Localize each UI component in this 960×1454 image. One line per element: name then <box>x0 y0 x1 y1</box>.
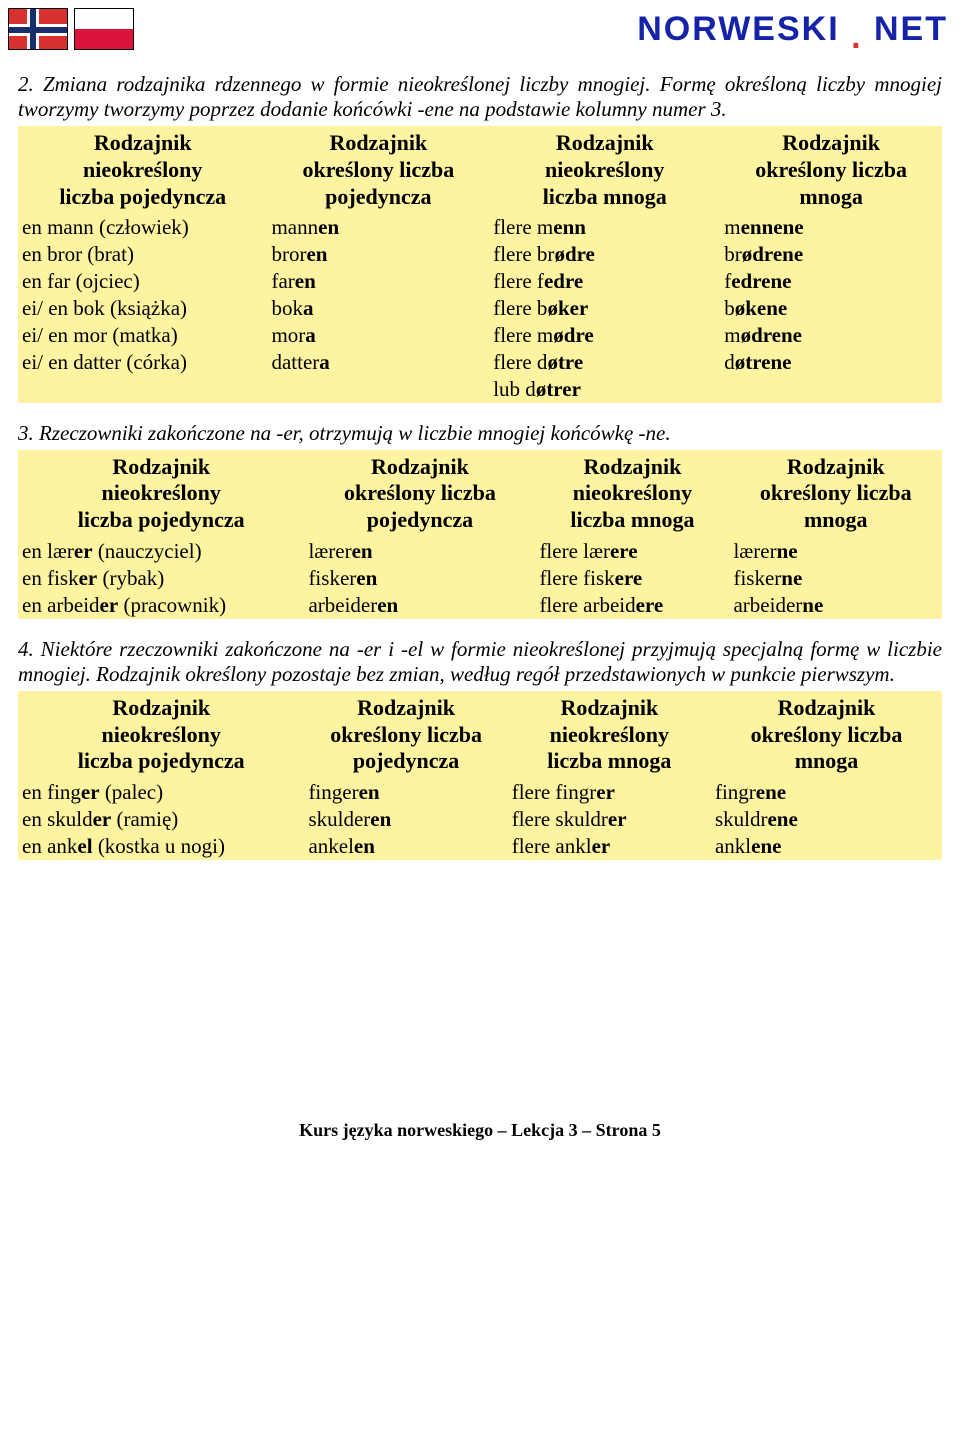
table-header: Rodzajnikokreślony liczbamnoga <box>711 691 942 779</box>
table-row: ei/ en bok (książka)bokaflere bøkerbøken… <box>18 295 942 322</box>
table-cell: lærerne <box>729 538 942 565</box>
table-cell: skuldrene <box>711 806 942 833</box>
table-row: en fisker (rybak)fiskerenflere fiskerefi… <box>18 565 942 592</box>
site-brand: NORWESKI . NET <box>637 10 948 49</box>
table-header: Rodzajniknieokreślonyliczba mnoga <box>508 691 711 779</box>
table-row: ei/ en mor (matka)moraflere mødremødrene <box>18 322 942 349</box>
page-content: 2. Zmiana rodzajnika rdzennego w formie … <box>0 54 960 1161</box>
table-header: Rodzajniknieokreślonyliczba mnoga <box>535 450 729 538</box>
table-cell: flere døtrelub døtrer <box>489 349 720 403</box>
table-cell: mannen <box>267 214 489 241</box>
table-header: Rodzajnikokreślony liczbapojedyncza <box>304 450 535 538</box>
table-header: Rodzajnikokreślony liczbapojedyncza <box>267 126 489 214</box>
table-cell: flere fiskere <box>535 565 729 592</box>
table-cell: døtrene <box>720 349 942 403</box>
flag-norway-icon <box>8 8 68 50</box>
table-cell: flere bøker <box>489 295 720 322</box>
brand-part1: NORWESKI <box>637 10 839 48</box>
table-cell: en lærer (nauczyciel) <box>18 538 304 565</box>
page-header: NORWESKI . NET <box>0 0 960 54</box>
table-header: Rodzajnikokreślony liczbamnoga <box>729 450 942 538</box>
brand-dot: . <box>851 18 862 56</box>
table-cell: læreren <box>304 538 535 565</box>
table-cell: fiskerne <box>729 565 942 592</box>
table-cell: en finger (palec) <box>18 779 304 806</box>
table-cell: en fisker (rybak) <box>18 565 304 592</box>
brand-part2: NET <box>874 10 948 48</box>
table-cell: fingeren <box>304 779 507 806</box>
table-row: en skulder (ramię)skulderenflere skuldre… <box>18 806 942 833</box>
section-3-intro: 3. Rzeczowniki zakończone na -er, otrzym… <box>18 421 942 446</box>
table-cell: broren <box>267 241 489 268</box>
table-cell: fingrene <box>711 779 942 806</box>
table-cell: fiskeren <box>304 565 535 592</box>
table-cell: arbeideren <box>304 592 535 619</box>
table-header: Rodzajniknieokreślonyliczba mnoga <box>489 126 720 214</box>
table-cell: flere fingrer <box>508 779 711 806</box>
table-section-4: Rodzajniknieokreślonyliczba pojedynczaRo… <box>18 691 942 860</box>
table-cell: faren <box>267 268 489 295</box>
section-4-intro: 4. Niektóre rzeczowniki zakończone na -e… <box>18 637 942 687</box>
table-cell: fedrene <box>720 268 942 295</box>
table-cell: ei/ en mor (matka) <box>18 322 267 349</box>
table-cell: mora <box>267 322 489 349</box>
table-header: Rodzajniknieokreślonyliczba pojedyncza <box>18 691 304 779</box>
table-cell: ei/ en datter (córka) <box>18 349 267 403</box>
table-header: Rodzajnikokreślony liczbamnoga <box>720 126 942 214</box>
table-row: en ankel (kostka u nogi)ankelenflere ank… <box>18 833 942 860</box>
table-cell: mødrene <box>720 322 942 349</box>
table-cell: flere menn <box>489 214 720 241</box>
table-cell: ankelen <box>304 833 507 860</box>
table-header: Rodzajnikokreślony liczbapojedyncza <box>304 691 507 779</box>
table-cell: dattera <box>267 349 489 403</box>
table-row: en arbeider (pracownik)arbeiderenflere a… <box>18 592 942 619</box>
page-footer: Kurs języka norweskiego – Lekcja 3 – Str… <box>18 1120 942 1141</box>
table-cell: skulderen <box>304 806 507 833</box>
table-cell: en skulder (ramię) <box>18 806 304 833</box>
table-header: Rodzajniknieokreślonyliczba pojedyncza <box>18 450 304 538</box>
table-cell: anklene <box>711 833 942 860</box>
table-cell: flere ankler <box>508 833 711 860</box>
table-section-3: Rodzajniknieokreślonyliczba pojedynczaRo… <box>18 450 942 619</box>
table-cell: flere fedre <box>489 268 720 295</box>
table-cell: mennene <box>720 214 942 241</box>
table-cell: flere lærere <box>535 538 729 565</box>
flags <box>8 8 134 50</box>
table-row: en mann (człowiek)mannenflere mennmennen… <box>18 214 942 241</box>
table-section-2: Rodzajniknieokreślonyliczba pojedynczaRo… <box>18 126 942 403</box>
table-cell: ei/ en bok (książka) <box>18 295 267 322</box>
table-row: ei/ en datter (córka)datteraflere døtrel… <box>18 349 942 403</box>
table-cell: en arbeider (pracownik) <box>18 592 304 619</box>
table-header: Rodzajniknieokreślonyliczba pojedyncza <box>18 126 267 214</box>
table-cell: en far (ojciec) <box>18 268 267 295</box>
table-row: en far (ojciec)farenflere fedrefedrene <box>18 268 942 295</box>
table-cell: flere mødre <box>489 322 720 349</box>
table-cell: en bror (brat) <box>18 241 267 268</box>
table-cell: en ankel (kostka u nogi) <box>18 833 304 860</box>
section-2-intro: 2. Zmiana rodzajnika rdzennego w formie … <box>18 72 942 122</box>
table-cell: boka <box>267 295 489 322</box>
table-cell: en mann (człowiek) <box>18 214 267 241</box>
table-row: en lærer (nauczyciel)lærerenflere lærere… <box>18 538 942 565</box>
table-cell: bøkene <box>720 295 942 322</box>
table-cell: arbeiderne <box>729 592 942 619</box>
flag-poland-icon <box>74 8 134 50</box>
table-row: en finger (palec)fingerenflere fingrerfi… <box>18 779 942 806</box>
table-row: en bror (brat)brorenflere brødrebrødrene <box>18 241 942 268</box>
table-cell: flere skuldrer <box>508 806 711 833</box>
table-cell: flere brødre <box>489 241 720 268</box>
table-cell: brødrene <box>720 241 942 268</box>
table-cell: flere arbeidere <box>535 592 729 619</box>
